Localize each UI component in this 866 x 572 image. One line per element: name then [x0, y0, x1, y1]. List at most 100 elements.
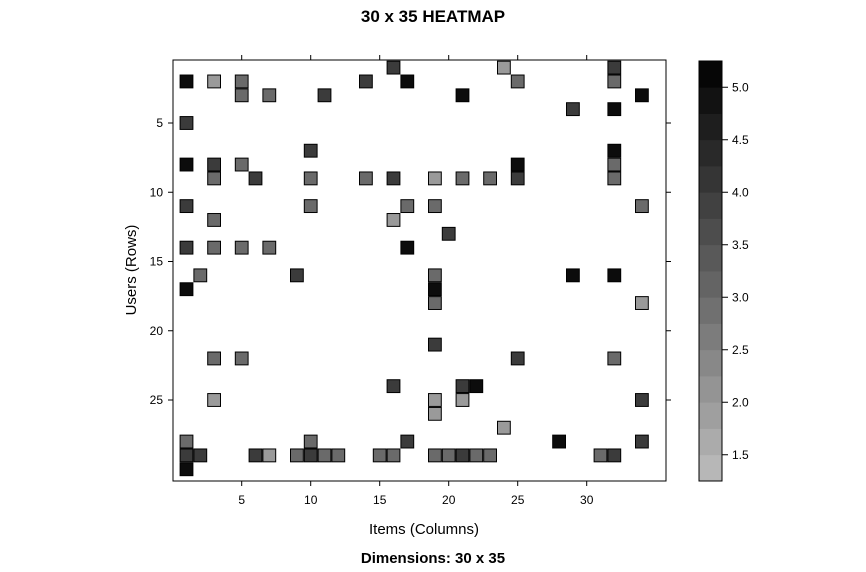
heatmap-cell — [234, 351, 249, 366]
x-axis-label: Items (Columns) — [369, 521, 479, 538]
heatmap-cell — [635, 88, 649, 103]
heatmap-cell — [607, 351, 622, 366]
y-tick-label: 5 — [156, 116, 163, 130]
heatmap-cell — [400, 74, 415, 89]
heatmap-cell — [386, 213, 401, 227]
colorbar-bin — [699, 244, 722, 272]
heatmap-cell — [207, 74, 221, 89]
heatmap-cell — [428, 199, 442, 214]
heatmap-cell — [303, 143, 318, 158]
colorbar-bin — [699, 402, 722, 429]
x-tick-label: 5 — [238, 493, 245, 507]
heatmap-cell — [566, 102, 580, 117]
heatmap-cell — [179, 282, 194, 297]
heatmap-cell — [441, 226, 456, 241]
heatmap-cell — [290, 448, 304, 463]
heatmap-cell — [483, 171, 498, 186]
heatmap-cell — [607, 74, 622, 89]
heatmap-cell — [207, 213, 221, 227]
heatmap-cell — [303, 199, 318, 214]
heatmap-cell — [262, 240, 277, 255]
heatmap-cell — [510, 171, 525, 186]
colorbar-bin — [699, 192, 722, 219]
heatmap-cell — [635, 434, 649, 449]
heatmap-cell — [607, 268, 622, 283]
heatmap-cell — [193, 448, 208, 463]
heatmap-cell — [552, 434, 567, 449]
heatmap-cell — [607, 171, 622, 186]
y-tick-label: 15 — [150, 255, 164, 269]
heatmap-cell — [386, 448, 401, 463]
x-tick-label: 25 — [511, 493, 525, 507]
x-tick-label: 10 — [304, 493, 318, 507]
heatmap-cell — [497, 60, 511, 75]
heatmap-cell — [607, 60, 622, 75]
colorbar: 1.5 2.0 2.5 3.0 3.5 4.0 4.5 5.0 — [698, 60, 749, 482]
x-tick-label: 20 — [442, 493, 456, 507]
heatmap-cell — [607, 448, 622, 463]
heatmap-cell — [400, 434, 415, 449]
heatmap-cell — [317, 448, 332, 463]
heatmap-cell — [455, 88, 470, 103]
plot-panel — [172, 59, 667, 482]
heatmap-cell — [469, 448, 484, 463]
heatmap-cell — [607, 157, 622, 172]
heatmap-cell — [455, 448, 470, 463]
heatmap-cell — [303, 448, 318, 463]
colorbar-frame — [698, 60, 723, 482]
colorbar-bin — [699, 218, 722, 246]
colorbar-tick-label: 4.0 — [732, 185, 749, 199]
heatmap-cell — [234, 74, 249, 89]
heatmap-cell — [566, 268, 580, 283]
x-tick-label: 15 — [373, 493, 387, 507]
colorbar-bin — [699, 166, 722, 193]
heatmap-cell — [179, 240, 194, 255]
heatmap-cell — [331, 448, 346, 463]
heatmap-cell — [510, 351, 525, 366]
heatmap-cell — [469, 379, 484, 394]
heatmap-cell — [179, 199, 194, 214]
heatmap-cell — [179, 157, 194, 172]
heatmap-cell — [179, 74, 194, 89]
heatmap-cell — [510, 74, 525, 89]
heatmap-cell — [179, 116, 194, 130]
heatmap-cell — [428, 296, 442, 310]
colorbar-bin — [699, 323, 722, 351]
heatmap-cells — [179, 60, 649, 477]
heatmap-cell — [262, 448, 277, 463]
heatmap-cell — [234, 157, 249, 172]
heatmap-cell — [193, 268, 208, 283]
colorbar-tick-label: 1.5 — [732, 448, 749, 462]
colorbar-bin — [699, 139, 722, 167]
colorbar-bin — [699, 113, 722, 141]
colorbar-bin — [699, 349, 722, 377]
heatmap-cell — [428, 406, 442, 421]
heatmap-cell — [359, 74, 373, 89]
heatmap-cell — [635, 199, 649, 214]
heatmap-cell — [428, 337, 442, 352]
colorbar-bin — [699, 61, 722, 88]
heatmap-cell — [179, 434, 194, 449]
heatmap-cell — [234, 88, 249, 103]
colorbar-bin — [699, 297, 722, 324]
heatmap-cell — [234, 240, 249, 255]
heatmap-cell — [428, 448, 442, 463]
y-axis-label: Users (Rows) — [123, 225, 140, 316]
heatmap-cell — [607, 102, 622, 117]
heatmap-cell — [372, 448, 387, 463]
heatmap-cell — [317, 88, 332, 103]
heatmap-cell — [207, 351, 221, 366]
heatmap-cell — [207, 240, 221, 255]
heatmap-cell — [179, 462, 194, 477]
heatmap-cell — [635, 296, 649, 310]
colorbar-tick-label: 3.5 — [732, 238, 749, 252]
colorbar-bin — [699, 87, 722, 114]
y-tick-label: 10 — [150, 185, 164, 199]
heatmap-cell — [207, 171, 221, 186]
heatmap-cell — [441, 448, 456, 463]
heatmap-cell — [400, 199, 415, 214]
x-tick-label: 30 — [580, 493, 594, 507]
heatmap-cell — [455, 393, 470, 407]
heatmap-cell — [386, 379, 401, 394]
